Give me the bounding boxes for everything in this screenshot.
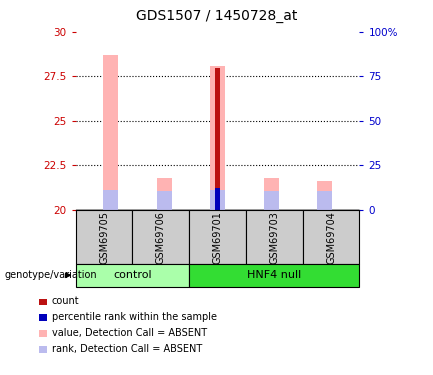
Bar: [76, 264, 189, 287]
Bar: [189, 264, 359, 287]
Bar: [76, 210, 132, 264]
Text: rank, Detection Call = ABSENT: rank, Detection Call = ABSENT: [52, 344, 202, 354]
Text: GSM69705: GSM69705: [99, 211, 109, 264]
Bar: [216, 68, 220, 210]
Bar: [246, 210, 303, 264]
Bar: [157, 178, 171, 210]
Bar: [317, 191, 332, 210]
Bar: [103, 55, 118, 210]
Bar: [103, 190, 118, 210]
Bar: [264, 191, 278, 210]
Bar: [317, 182, 332, 210]
Bar: [189, 210, 246, 264]
Text: GDS1507 / 1450728_at: GDS1507 / 1450728_at: [136, 9, 297, 23]
Text: GSM69704: GSM69704: [326, 211, 336, 264]
Bar: [264, 178, 278, 210]
Bar: [132, 210, 189, 264]
Text: control: control: [113, 270, 152, 280]
Bar: [157, 191, 171, 210]
Text: HNF4 null: HNF4 null: [247, 270, 301, 280]
Bar: [210, 66, 225, 210]
Text: count: count: [52, 297, 80, 306]
Text: value, Detection Call = ABSENT: value, Detection Call = ABSENT: [52, 328, 207, 338]
Text: GSM69701: GSM69701: [213, 211, 223, 264]
Text: genotype/variation: genotype/variation: [4, 270, 97, 280]
Bar: [303, 210, 359, 264]
Bar: [210, 189, 225, 210]
Text: percentile rank within the sample: percentile rank within the sample: [52, 312, 217, 322]
Bar: [216, 188, 220, 210]
Text: GSM69703: GSM69703: [269, 211, 279, 264]
Text: GSM69706: GSM69706: [156, 211, 166, 264]
